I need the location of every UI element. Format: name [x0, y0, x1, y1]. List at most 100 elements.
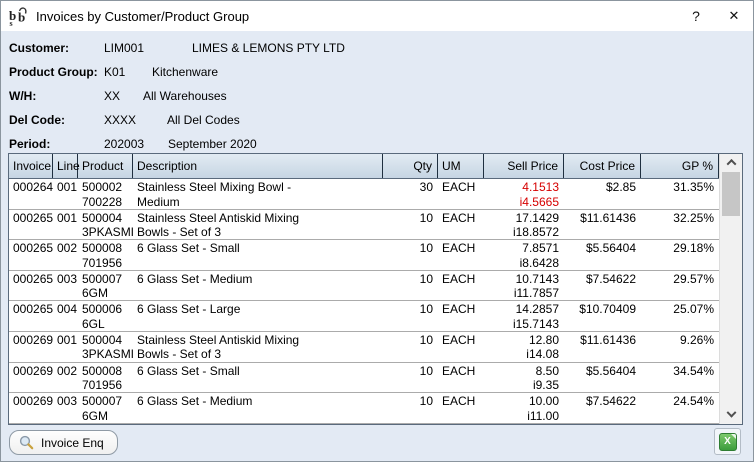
description-cell: 6 Glass Set - Small	[137, 241, 240, 256]
column-header-product[interactable]: Product	[78, 154, 133, 178]
line-cell: 002	[57, 363, 78, 378]
chevron-down-icon	[726, 407, 736, 418]
line-cell: 003	[57, 394, 78, 409]
line-cell: 003	[57, 271, 78, 286]
svg-text:b: b	[18, 10, 25, 25]
cost-price-cell: $5.56404	[585, 363, 636, 378]
scroll-thumb[interactable]	[722, 172, 740, 216]
svg-text:b: b	[9, 8, 16, 23]
table-row[interactable]: 000265 003 500007 6GM 6 Glass Set - Mediu…	[9, 271, 742, 302]
invoice-cell: 000265	[13, 210, 53, 225]
column-header-qty[interactable]: Qty	[383, 154, 438, 178]
field-label: Del Code:	[9, 113, 66, 127]
um-cell: EACH	[442, 271, 476, 286]
help-button[interactable]: ?	[677, 1, 715, 31]
invoice-cell: 000265	[13, 241, 53, 256]
field-period: Period: 202003 September 2020	[9, 137, 753, 161]
product-cell: 500008 701956	[82, 363, 123, 393]
qty-cell: 10	[419, 363, 433, 378]
line-cell: 004	[57, 302, 78, 317]
field-code: LIM001	[104, 41, 145, 55]
column-header-line[interactable]: Line	[53, 154, 80, 178]
field-name: All Warehouses	[143, 89, 227, 103]
grid-body: 000264 001 500002 700228 Stainless Steel …	[9, 179, 742, 424]
column-header-description[interactable]: Description	[133, 154, 383, 178]
um-cell: EACH	[442, 363, 476, 378]
gp-cell: 29.18%	[673, 241, 714, 256]
table-row[interactable]: 000265 004 500006 6GL 6 Glass Set - Large…	[9, 301, 742, 332]
sell-price-cell: 10.7143 i11.7857	[513, 271, 559, 301]
field-customer: Customer: LIM001 LIMES & LEMONS PTY LTD	[9, 41, 753, 65]
qty-cell: 10	[419, 271, 433, 286]
table-row[interactable]: 000269 003 500007 6GM 6 Glass Set - Mediu…	[9, 393, 742, 424]
sell-price-cell: 17.1429 i18.8572	[512, 210, 559, 240]
invoice-cell: 000269	[13, 363, 53, 378]
field-name: September 2020	[168, 137, 257, 151]
field-product-group: Product Group: K01 Kitchenware	[9, 65, 753, 89]
magnifier-icon	[19, 435, 34, 450]
excel-export-button[interactable]: X	[714, 428, 741, 455]
cost-price-cell: $11.61436	[580, 210, 636, 225]
cost-price-cell: $7.54622	[585, 394, 636, 409]
product-cell: 5000043PKASMIX	[82, 210, 133, 240]
field-code: 202003	[104, 137, 145, 151]
table-row[interactable]: 000269 001 5000043PKASMIX Stainless Stee…	[9, 332, 742, 363]
bottom-bar: Invoice Enq X	[1, 424, 753, 461]
column-header-sell-price[interactable]: Sell Price	[484, 154, 564, 178]
table-row[interactable]: 000265 001 5000043PKASMIX Stainless Stee…	[9, 210, 742, 241]
app-icon: b s b	[9, 7, 27, 27]
um-cell: EACH	[442, 241, 476, 256]
column-header-um[interactable]: UM	[438, 154, 484, 178]
um-cell: EACH	[442, 302, 476, 317]
invoice-enq-button[interactable]: Invoice Enq	[9, 430, 118, 455]
table-row[interactable]: 000264 001 500002 700228 Stainless Steel …	[9, 179, 742, 210]
title-bar: b s b Invoices by Customer/Product Group…	[1, 1, 753, 31]
qty-cell: 10	[419, 302, 433, 317]
cost-price-cell: $7.54622	[585, 271, 636, 286]
invoice-cell: 000269	[13, 332, 53, 347]
gp-cell: 29.57%	[673, 271, 714, 286]
field-name: All Del Codes	[167, 113, 240, 127]
close-button[interactable]: ✕	[715, 1, 753, 31]
window-title: Invoices by Customer/Product Group	[36, 8, 250, 24]
chevron-up-icon	[726, 158, 736, 169]
line-cell: 001	[57, 210, 78, 225]
field-code: XX	[104, 89, 121, 103]
column-header-cost-price[interactable]: Cost Price	[564, 154, 641, 178]
column-header-gp[interactable]: GP %	[641, 154, 719, 178]
cost-price-cell: $11.61436	[580, 332, 636, 347]
product-cell: 500008 701956	[82, 241, 123, 270]
product-cell: 500007 6GM	[82, 271, 123, 301]
excel-letter: X	[724, 436, 731, 447]
field-label: Product Group:	[9, 65, 98, 79]
gp-cell: 24.54%	[673, 394, 714, 409]
description-cell: Stainless Steel Antiskid Mixing Bowls - S…	[137, 332, 300, 362]
sell-price-cell: 10.00 i11.00	[527, 394, 559, 423]
scroll-down-button[interactable]	[720, 407, 742, 424]
um-cell: EACH	[442, 180, 476, 194]
field-warehouse: W/H: XX All Warehouses	[9, 89, 753, 113]
table-row[interactable]: 000265 002 500008 701956 6 Glass Set - Sm…	[9, 240, 742, 271]
description-cell: 6 Glass Set - Large	[137, 302, 241, 317]
cost-price-cell: $10.70409	[579, 302, 636, 317]
um-cell: EACH	[442, 210, 476, 225]
invoice-cell: 000265	[13, 271, 53, 286]
gp-cell: 9.26%	[679, 332, 714, 347]
line-cell: 002	[57, 241, 78, 256]
column-header-invoice[interactable]: Invoice	[9, 154, 53, 178]
field-name: Kitchenware	[152, 65, 219, 79]
invoice-cell: 000264	[13, 180, 53, 194]
description-cell: Stainless Steel Antiskid Mixing Bowls - S…	[137, 210, 300, 240]
line-cell: 001	[57, 180, 78, 194]
vertical-scrollbar[interactable]	[719, 154, 742, 424]
sell-price-cell: 7.8571 i8.6428	[519, 241, 559, 270]
field-del-code: Del Code: XXXX All Del Codes	[9, 113, 753, 137]
product-cell: 500006 6GL	[82, 302, 123, 331]
field-label: Customer:	[9, 41, 70, 55]
description-cell: 6 Glass Set - Medium	[137, 394, 253, 409]
table-row[interactable]: 000269 002 500008 701956 6 Glass Set - Sm…	[9, 363, 742, 394]
excel-icon: X	[718, 432, 737, 451]
field-code: XXXX	[104, 113, 137, 127]
gp-cell: 32.25%	[673, 210, 714, 225]
scroll-up-button[interactable]	[720, 154, 742, 171]
